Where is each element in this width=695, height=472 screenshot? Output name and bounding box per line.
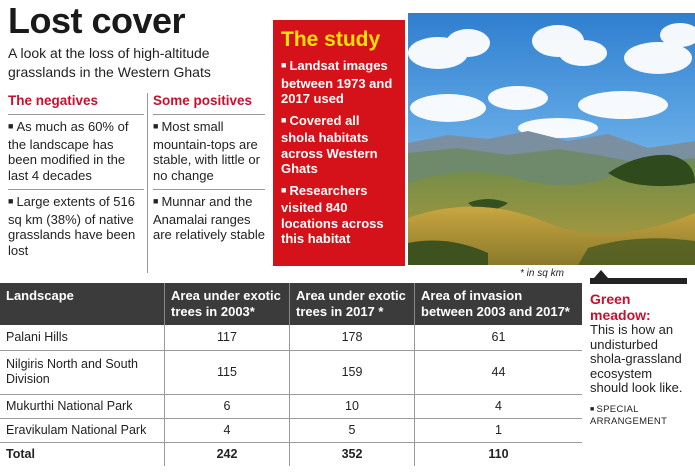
area-2017-cell: 10 xyxy=(289,394,415,419)
landscape-cell: Nilgiris North and South Division xyxy=(0,350,165,395)
divider xyxy=(153,114,265,115)
positives-item-text: Munnar and the Anamalai ranges are relat… xyxy=(153,194,265,242)
negatives-heading: The negatives xyxy=(8,93,99,108)
positives-heading: Some positives xyxy=(153,93,253,108)
grassland-photo xyxy=(408,13,695,265)
photo-credit: ■ SPECIAL ARRANGEMENT xyxy=(590,404,690,427)
invasion-cell: 44 xyxy=(414,350,582,395)
positives-column: Some positives ■ Most small mountain-tops… xyxy=(153,93,265,243)
negatives-item-text: Large extents of 516 sq km (38%) of nati… xyxy=(8,194,136,258)
total-2003: 242 xyxy=(164,442,290,466)
divider xyxy=(8,189,144,190)
bullet-icon: ■ xyxy=(153,196,159,206)
table-row: Palani Hills 117 178 61 xyxy=(0,325,582,351)
area-2003-cell: 4 xyxy=(164,418,290,443)
bullet-icon: ■ xyxy=(153,121,159,131)
study-item: ■ Researchers visited 840 locations acros… xyxy=(281,183,397,247)
caption-heading: Green meadow: xyxy=(590,291,651,323)
positives-item: ■ Most small mountain-tops are stable, wi… xyxy=(153,119,265,183)
study-item-text: Covered all shola habitats across Wester… xyxy=(281,112,378,177)
study-item-text: Researchers visited 840 locations across… xyxy=(281,182,384,247)
total-label: Total xyxy=(6,446,35,461)
divider xyxy=(8,114,144,115)
negatives-item: ■ Large extents of 516 sq km (38%) of nat… xyxy=(8,194,144,258)
header-area-invasion: Area of invasion between 2003 and 2017* xyxy=(414,283,582,325)
landscape-cell: Palani Hills xyxy=(0,325,165,351)
area-2003-cell: 117 xyxy=(164,325,290,351)
header-area-2003: Area under exotic trees in 2003* xyxy=(164,283,290,325)
table-row: Nilgiris North and South Division 115 15… xyxy=(0,350,582,395)
total-2017: 352 xyxy=(289,442,415,466)
bullet-icon: ■ xyxy=(281,60,287,70)
study-item-text: Landsat images between 1973 and 2017 use… xyxy=(281,58,393,106)
bullet-icon: ■ xyxy=(8,196,14,206)
caption-text: This is how an undisturbed shola-grassla… xyxy=(590,322,683,395)
caption-bar xyxy=(590,278,687,284)
photo-caption: Green meadow: This is how an undisturbed… xyxy=(590,270,690,427)
negatives-column: The negatives ■ As much as 60% of the lan… xyxy=(8,93,144,258)
invasion-cell: 1 xyxy=(414,418,582,443)
page-title: Lost cover xyxy=(8,0,186,41)
table-row: Mukurthi National Park 6 10 4 xyxy=(0,394,582,419)
bullet-icon: ■ xyxy=(8,121,14,131)
area-2003-cell: 115 xyxy=(164,350,290,395)
negatives-item: ■ As much as 60% of the landscape has bee… xyxy=(8,119,144,183)
area-2017-cell: 159 xyxy=(289,350,415,395)
invasion-cell: 4 xyxy=(414,394,582,419)
exotic-trees-table: Landscape Area under exotic trees in 200… xyxy=(0,283,582,466)
area-2017-cell: 178 xyxy=(289,325,415,351)
landscape-cell: Mukurthi National Park xyxy=(0,394,165,419)
positives-item-text: Most small mountain-tops are stable, wit… xyxy=(153,119,260,183)
study-item: ■ Landsat images between 1973 and 2017 us… xyxy=(281,58,397,107)
positives-item: ■ Munnar and the Anamalai ranges are rela… xyxy=(153,194,265,243)
negatives-item-text: As much as 60% of the landscape has been… xyxy=(8,119,129,183)
landscape-image xyxy=(408,13,695,265)
bullet-icon: ■ xyxy=(281,114,287,125)
table-row: Eravikulam National Park 4 5 1 xyxy=(0,418,582,443)
column-divider xyxy=(147,93,148,273)
study-box: The study ■ Landsat images between 1973 a… xyxy=(273,20,405,266)
header-landscape: Landscape xyxy=(0,283,165,325)
study-heading: The study xyxy=(281,28,381,51)
divider xyxy=(153,189,265,190)
area-2017-cell: 5 xyxy=(289,418,415,443)
landscape-cell: Eravikulam National Park xyxy=(0,418,165,443)
unit-note: * in sq km xyxy=(520,268,564,279)
header-area-2017: Area under exotic trees in 2017 * xyxy=(289,283,415,325)
bullet-icon: ■ xyxy=(281,184,287,195)
bullet-icon: ■ xyxy=(590,405,595,413)
caret-up-icon xyxy=(594,270,608,278)
table-header-row: Landscape Area under exotic trees in 200… xyxy=(0,283,582,325)
photo-credit-text: SPECIAL ARRANGEMENT xyxy=(590,403,668,427)
area-2003-cell: 6 xyxy=(164,394,290,419)
page-subtitle: A look at the loss of high-altitude gras… xyxy=(8,45,211,80)
study-item: ■ Covered all shola habitats across Weste… xyxy=(281,113,397,177)
invasion-cell: 61 xyxy=(414,325,582,351)
total-invasion: 110 xyxy=(414,442,582,466)
table-total-row: Total 242 352 110 xyxy=(0,442,582,466)
